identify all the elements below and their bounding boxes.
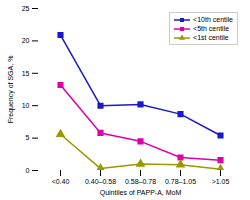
- html-text:<1st centile: <1st centile: [193, 34, 229, 41]
- svg-text:0.58–0.78: 0.58–0.78: [125, 178, 156, 185]
- svg-text:15: 15: [22, 70, 30, 77]
- html-text:<10th centile: <10th centile: [193, 16, 233, 23]
- svg-text:10: 10: [22, 102, 30, 109]
- svg-text:20: 20: [22, 37, 30, 44]
- svg-text:0.40–0.58: 0.40–0.58: [85, 178, 116, 185]
- svg-text:Quintiles of PAPP-A, MoM: Quintiles of PAPP-A, MoM: [100, 189, 182, 197]
- svg-text:5: 5: [26, 134, 30, 141]
- html-text:<5th centile: <5th centile: [193, 25, 230, 32]
- svg-text:Frequency of SGA, %: Frequency of SGA, %: [7, 56, 15, 124]
- svg-text:0.78–1.05: 0.78–1.05: [165, 178, 196, 185]
- svg-text:25: 25: [22, 5, 30, 12]
- svg-text:<0.40: <0.40: [52, 178, 70, 185]
- svg-text:>1.05: >1.05: [212, 178, 230, 185]
- svg-text:0: 0: [26, 167, 30, 174]
